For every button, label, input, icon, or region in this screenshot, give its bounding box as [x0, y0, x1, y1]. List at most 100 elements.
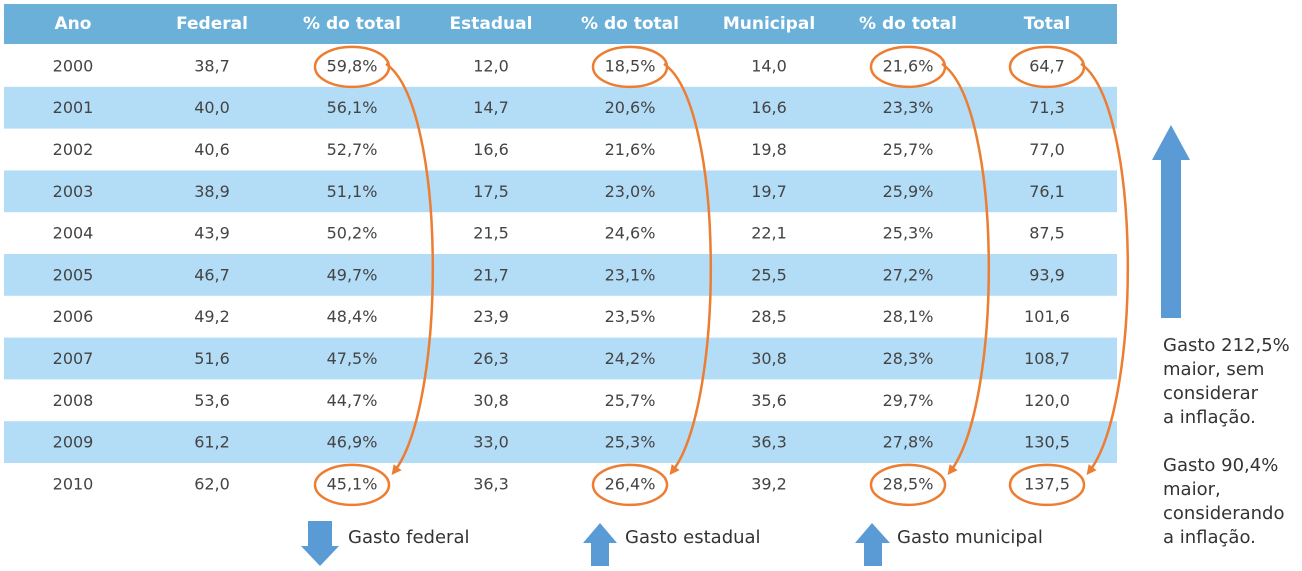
header-cell: % do total — [581, 14, 679, 34]
cell: 49,2 — [194, 307, 230, 326]
header-cell: % do total — [303, 14, 401, 34]
cell: 28,3% — [883, 349, 934, 368]
up-arrow — [583, 523, 617, 566]
cell: 101,6 — [1024, 307, 1070, 326]
cell: 51,6 — [194, 349, 230, 368]
cell: 77,0 — [1029, 140, 1065, 159]
cell: 2007 — [53, 349, 94, 368]
cell: 28,1% — [883, 307, 934, 326]
increase-arrow — [1152, 125, 1190, 318]
cell: 23,9 — [473, 307, 509, 326]
cell: 87,5 — [1029, 224, 1065, 243]
cell: 61,2 — [194, 433, 230, 452]
header-cell: Ano — [55, 14, 92, 34]
connector-arrow — [941, 62, 990, 476]
cell: 23,5% — [605, 307, 656, 326]
cell: 36,3 — [473, 474, 509, 493]
cell: 16,6 — [473, 140, 509, 159]
highlight — [313, 463, 391, 507]
cell: 62,0 — [194, 474, 230, 493]
cell: 19,8 — [751, 140, 787, 159]
cell: 25,3% — [883, 224, 934, 243]
cell: 38,9 — [194, 182, 230, 201]
header-cell: Federal — [176, 14, 248, 34]
note-text: maior, sem — [1163, 359, 1264, 380]
connector-arrow — [1080, 62, 1129, 476]
cell: 49,7% — [327, 265, 378, 284]
note-text: a inflação. — [1163, 407, 1256, 428]
cell: 14,7 — [473, 98, 509, 117]
cell: 45,1% — [327, 474, 378, 493]
note-text: considerando — [1163, 503, 1284, 524]
cell: 26,4% — [605, 474, 656, 493]
cell: 24,2% — [605, 349, 656, 368]
cell: 23,3% — [883, 98, 934, 117]
header-cell: Municipal — [723, 14, 815, 34]
row-bg — [4, 170, 1117, 213]
cell: 2005 — [53, 265, 94, 284]
cell: 27,2% — [883, 265, 934, 284]
cell: 35,6 — [751, 391, 787, 410]
cell: 29,7% — [883, 391, 934, 410]
cell: 21,6% — [883, 56, 934, 75]
cell: 12,0 — [473, 56, 509, 75]
cell: 2003 — [53, 182, 94, 201]
cell: 59,8% — [327, 56, 378, 75]
cell: 137,5 — [1024, 474, 1070, 493]
highlight — [591, 463, 669, 507]
row-bg — [4, 86, 1117, 129]
row-bg — [4, 254, 1117, 296]
cell: 46,9% — [327, 433, 378, 452]
cell: 25,3% — [605, 433, 656, 452]
row-bg — [4, 337, 1117, 380]
row-bg — [4, 421, 1117, 463]
cell: 16,6 — [751, 98, 787, 117]
cell: 130,5 — [1024, 433, 1070, 452]
highlight — [1008, 463, 1086, 507]
header-cell: % do total — [859, 14, 957, 34]
cell: 18,5% — [605, 56, 656, 75]
cell: 23,0% — [605, 182, 656, 201]
legend-label: Gasto municipal — [897, 527, 1043, 548]
cell: 38,7 — [194, 56, 230, 75]
cell: 2004 — [53, 224, 94, 243]
note-text: Gasto 212,5% — [1163, 335, 1290, 356]
cell: 21,5 — [473, 224, 509, 243]
header-cell: Estadual — [450, 14, 533, 34]
down-arrow — [301, 521, 339, 566]
cell: 40,0 — [194, 98, 230, 117]
cell: 23,1% — [605, 265, 656, 284]
cell: 28,5 — [751, 307, 787, 326]
cell: 46,7 — [194, 265, 230, 284]
cell: 30,8 — [751, 349, 787, 368]
cell: 51,1% — [327, 182, 378, 201]
note-text: a inflação. — [1163, 527, 1256, 548]
cell: 20,6% — [605, 98, 656, 117]
cell: 108,7 — [1024, 349, 1070, 368]
cell: 2001 — [53, 98, 94, 117]
cell: 64,7 — [1029, 56, 1065, 75]
cell: 21,7 — [473, 265, 509, 284]
cell: 120,0 — [1024, 391, 1070, 410]
cell: 44,7% — [327, 391, 378, 410]
cell: 2002 — [53, 140, 94, 159]
cell: 25,7% — [883, 140, 934, 159]
cell: 48,4% — [327, 307, 378, 326]
highlight — [869, 463, 947, 507]
cell: 52,7% — [327, 140, 378, 159]
cell: 21,6% — [605, 140, 656, 159]
cell: 2006 — [53, 307, 94, 326]
cell: 71,3 — [1029, 98, 1065, 117]
cell: 2010 — [53, 474, 94, 493]
cell: 2009 — [53, 433, 94, 452]
legend-label: Gasto federal — [348, 527, 470, 548]
cell: 27,8% — [883, 433, 934, 452]
cell: 40,6 — [194, 140, 230, 159]
cell: 25,5 — [751, 265, 787, 284]
cell: 2008 — [53, 391, 94, 410]
up-arrow — [855, 523, 890, 566]
note-text: Gasto 90,4% — [1163, 455, 1278, 476]
legend-label: Gasto estadual — [625, 527, 761, 548]
note-text: maior, — [1163, 479, 1221, 500]
